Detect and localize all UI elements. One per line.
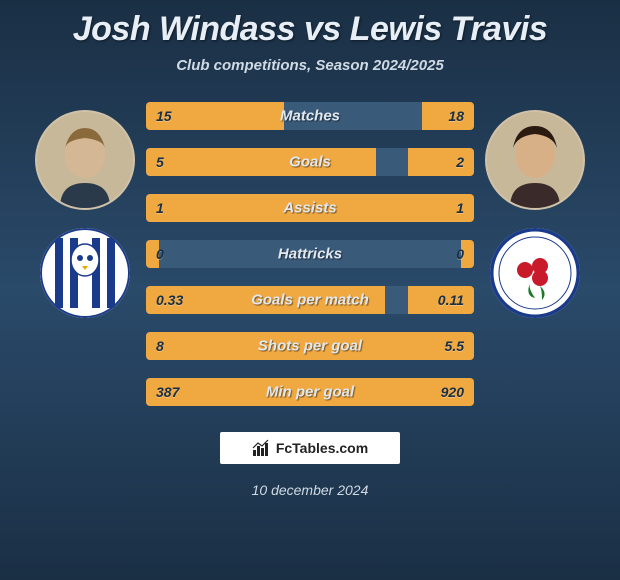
player-right-avatar bbox=[485, 110, 585, 210]
stat-value-right: 0 bbox=[456, 246, 464, 262]
brand-box[interactable]: FcTables.com bbox=[220, 432, 400, 464]
right-column bbox=[480, 102, 590, 318]
left-column bbox=[30, 102, 140, 318]
stat-label: Goals per match bbox=[251, 292, 369, 309]
page-title: Josh Windass vs Lewis Travis bbox=[0, 0, 620, 49]
stat-value-left: 1 bbox=[156, 200, 164, 216]
stat-bars: 15 18 Matches 5 2 Goals 1 1 Assists 0 0 Hattricks 0.… bbox=[140, 102, 480, 406]
stat-label: Assists bbox=[283, 200, 336, 217]
stat-value-left: 5 bbox=[156, 154, 164, 170]
stat-value-left: 0.33 bbox=[156, 292, 183, 308]
stat-value-right: 5.5 bbox=[445, 338, 464, 354]
stat-row: 1 1 Assists bbox=[146, 194, 474, 222]
stat-row: 0 0 Hattricks bbox=[146, 240, 474, 268]
player-left-avatar bbox=[35, 110, 135, 210]
stat-value-left: 8 bbox=[156, 338, 164, 354]
stat-label: Shots per goal bbox=[258, 338, 362, 355]
person-icon bbox=[495, 118, 575, 208]
subtitle: Club competitions, Season 2024/2025 bbox=[0, 57, 620, 74]
date-text: 10 december 2024 bbox=[0, 482, 620, 498]
stat-label: Matches bbox=[280, 108, 340, 125]
club-left-crest bbox=[40, 228, 130, 318]
stat-row: 0.33 0.11 Goals per match bbox=[146, 286, 474, 314]
stat-label: Goals bbox=[289, 154, 331, 171]
club-right-crest bbox=[490, 228, 580, 318]
crest-icon bbox=[40, 228, 130, 318]
stat-value-right: 1 bbox=[456, 200, 464, 216]
stat-value-right: 2 bbox=[456, 154, 464, 170]
stat-value-right: 18 bbox=[448, 108, 464, 124]
stat-label: Min per goal bbox=[266, 384, 354, 401]
stat-row: 8 5.5 Shots per goal bbox=[146, 332, 474, 360]
stat-value-left: 387 bbox=[156, 384, 179, 400]
stat-row: 15 18 Matches bbox=[146, 102, 474, 130]
stat-value-right: 920 bbox=[441, 384, 464, 400]
person-icon bbox=[45, 118, 125, 208]
stat-row: 387 920 Min per goal bbox=[146, 378, 474, 406]
stat-value-right: 0.11 bbox=[438, 292, 464, 308]
stat-label: Hattricks bbox=[278, 246, 342, 263]
crest-icon bbox=[490, 228, 580, 318]
comparison-panel: 15 18 Matches 5 2 Goals 1 1 Assists 0 0 Hattricks 0.… bbox=[0, 102, 620, 406]
stat-value-left: 15 bbox=[156, 108, 172, 124]
bar-fill-left bbox=[146, 148, 376, 176]
brand-text: FcTables.com bbox=[276, 440, 368, 456]
stat-row: 5 2 Goals bbox=[146, 148, 474, 176]
chart-icon bbox=[252, 439, 270, 457]
stat-value-left: 0 bbox=[156, 246, 164, 262]
